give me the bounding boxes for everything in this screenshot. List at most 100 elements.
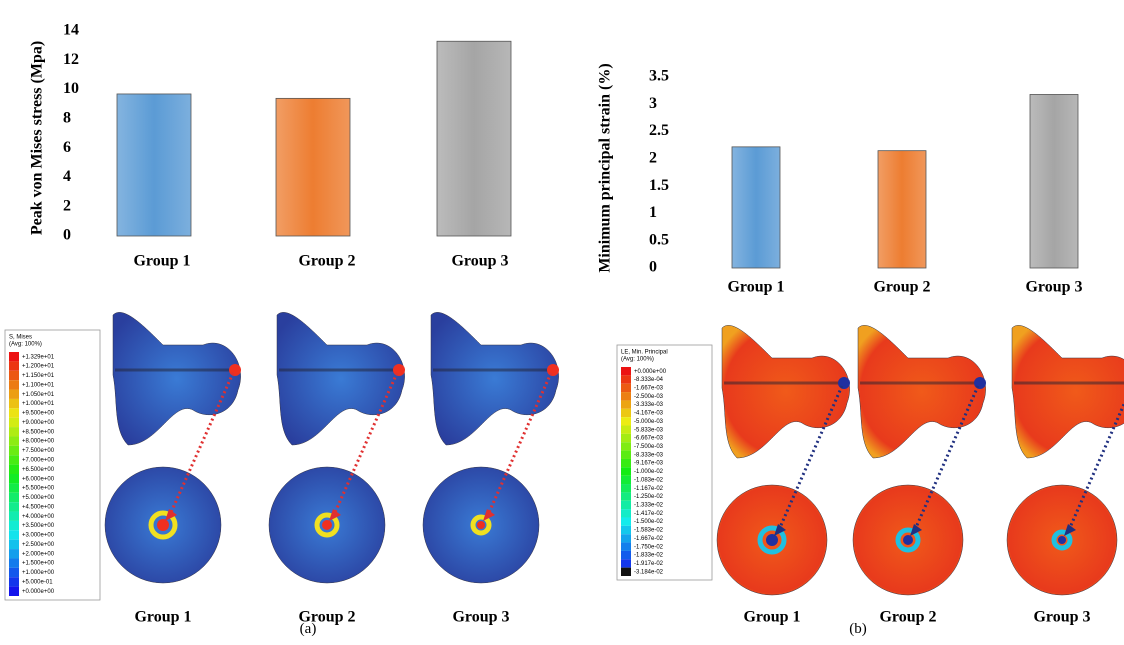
y-tick-label: 4 — [63, 168, 71, 185]
fea-model — [858, 325, 986, 458]
x-tick-label: Group 2 — [298, 253, 355, 270]
bar — [276, 98, 350, 236]
bar — [117, 94, 191, 236]
legend-swatch — [9, 399, 19, 408]
legend-label: +1.000e+01 — [22, 401, 55, 407]
legend-swatch — [9, 549, 19, 558]
legend-label: +1.050e+01 — [22, 392, 55, 398]
x-tick-label: Group 2 — [873, 279, 930, 296]
legend-swatch — [9, 465, 19, 474]
legend-swatch — [621, 426, 631, 434]
legend-label: -1.167e-02 — [634, 486, 664, 492]
legend-label: +1.150e+01 — [22, 373, 55, 379]
legend-swatch — [621, 459, 631, 467]
fea-hotspot — [393, 364, 405, 376]
legend-label: +1.100e+01 — [22, 382, 55, 388]
y-tick-label: 1.5 — [649, 177, 669, 194]
legend-swatch — [9, 540, 19, 549]
legend-label: +9.500e+00 — [22, 411, 55, 417]
x-tick-label: Group 3 — [1025, 279, 1082, 296]
legend-swatch — [621, 451, 631, 459]
legend-swatch — [9, 558, 19, 567]
legend-label: +1.200e+01 — [22, 364, 55, 370]
legend-label: -8.333e-04 — [634, 377, 664, 383]
legend-swatch — [621, 543, 631, 551]
legend-swatch — [9, 577, 19, 586]
figure: (a) (b) Peak von Mises stress (Mpa)02468… — [0, 0, 1124, 645]
legend-label: -1.917e-02 — [634, 561, 664, 567]
legend-box — [617, 345, 712, 580]
fea-core — [903, 535, 913, 545]
legend-label: +8.500e+00 — [22, 429, 55, 435]
legend-label: +8.000e+00 — [22, 439, 55, 445]
legend-label: -1.500e-02 — [634, 519, 664, 525]
legend-swatch — [621, 400, 631, 408]
legend-swatch — [9, 446, 19, 455]
legend-label: +7.000e+00 — [22, 458, 55, 464]
fea-core — [477, 521, 485, 529]
fea-hotspot — [229, 364, 241, 376]
legend-label: +7.500e+00 — [22, 448, 55, 454]
fea-model — [722, 325, 850, 458]
legend-label: -1.667e-02 — [634, 536, 664, 542]
y-tick-label: 2 — [63, 197, 71, 214]
legend-label: -1.667e-03 — [634, 385, 664, 391]
legend-label: +0.000e+00 — [22, 589, 55, 595]
y-axis-label: Minimum principal strain (%) — [597, 63, 614, 272]
legend-label: -1.583e-02 — [634, 528, 664, 534]
legend-swatch — [621, 509, 631, 517]
legend-swatch — [9, 427, 19, 436]
legend-swatch — [9, 512, 19, 521]
group-label: Group 1 — [743, 609, 800, 626]
legend-label: -1.833e-02 — [634, 553, 664, 559]
legend-label: -8.333e-03 — [634, 452, 664, 458]
legend-swatch — [621, 409, 631, 417]
legend-label: +2.500e+00 — [22, 542, 55, 548]
legend-label: +5.000e-01 — [22, 580, 53, 586]
legend-swatch — [621, 517, 631, 525]
legend-swatch — [621, 442, 631, 450]
y-axis-label: Peak von Mises stress (Mpa) — [29, 41, 46, 235]
fea-model — [113, 312, 241, 445]
legend-label: +3.500e+00 — [22, 523, 55, 529]
legend-swatch — [9, 390, 19, 399]
legend-swatch — [9, 352, 19, 361]
y-tick-label: 0 — [63, 227, 71, 244]
legend-swatch — [9, 474, 19, 483]
x-tick-label: Group 1 — [727, 279, 784, 296]
legend-swatch — [621, 568, 631, 576]
group-label: Group 2 — [298, 609, 355, 626]
y-tick-label: 0.5 — [649, 231, 669, 248]
legend-label: +0.000e+00 — [634, 369, 667, 375]
legend-label: -1.333e-02 — [634, 503, 664, 509]
bar — [878, 151, 926, 268]
fea-core — [322, 520, 332, 530]
legend-label: -1.750e-02 — [634, 544, 664, 550]
y-tick-label: 14 — [63, 22, 79, 39]
legend-label: -3.184e-02 — [634, 569, 664, 575]
legend-label: -5.833e-03 — [634, 427, 664, 433]
legend-swatch — [621, 384, 631, 392]
legend-swatch — [621, 526, 631, 534]
group-label: Group 2 — [879, 609, 936, 626]
legend-swatch — [9, 371, 19, 380]
legend-swatch — [9, 493, 19, 502]
legend-swatch — [9, 361, 19, 370]
legend-label: -3.333e-03 — [634, 402, 664, 408]
legend-swatch — [9, 380, 19, 389]
y-tick-label: 10 — [63, 80, 79, 97]
fea-hotspot — [974, 377, 986, 389]
legend-swatch — [621, 501, 631, 509]
legend-swatch — [9, 408, 19, 417]
legend-label: -5.000e-03 — [634, 419, 664, 425]
legend-swatch — [621, 392, 631, 400]
bar — [732, 147, 780, 268]
fea-model — [431, 312, 559, 445]
legend-label: -1.250e-02 — [634, 494, 664, 500]
legend-title: LE, Min. Principal — [621, 350, 668, 356]
legend-swatch — [621, 375, 631, 383]
legend-label: +2.000e+00 — [22, 551, 55, 557]
y-tick-label: 6 — [63, 139, 71, 156]
legend-label: +5.000e+00 — [22, 495, 55, 501]
legend-label: +1.500e+00 — [22, 561, 55, 567]
